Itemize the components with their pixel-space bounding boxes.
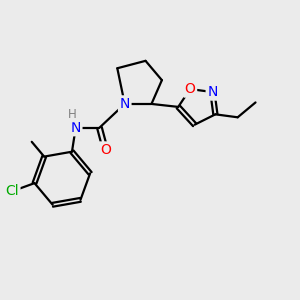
Text: Cl: Cl bbox=[5, 184, 19, 198]
Text: N: N bbox=[70, 121, 81, 135]
Text: O: O bbox=[185, 82, 196, 96]
Text: H: H bbox=[68, 108, 77, 121]
Text: O: O bbox=[100, 143, 111, 157]
Text: N: N bbox=[119, 97, 130, 111]
Text: N: N bbox=[207, 85, 218, 99]
